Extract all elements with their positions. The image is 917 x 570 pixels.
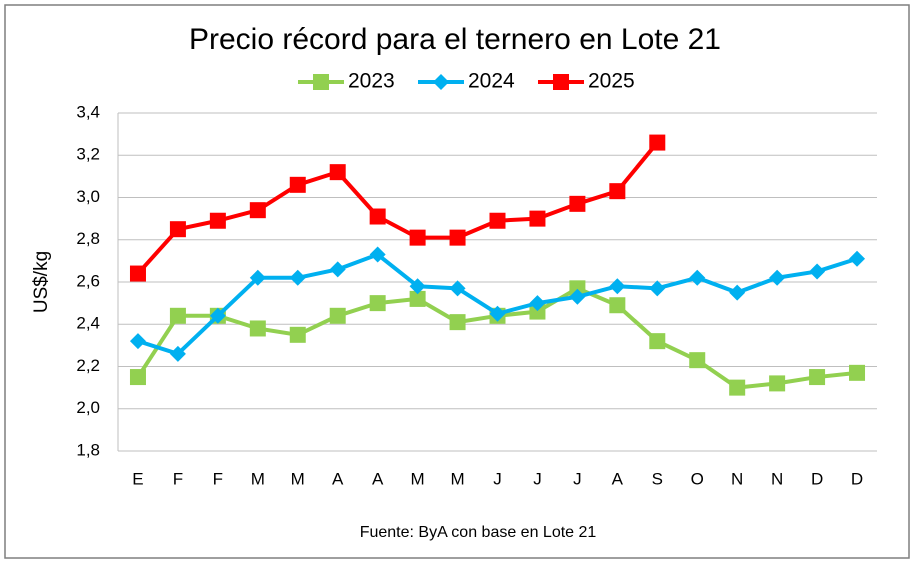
data-point xyxy=(609,278,626,295)
data-point xyxy=(129,265,146,282)
legend-marker xyxy=(313,74,329,90)
data-point xyxy=(249,320,266,337)
x-tick-label: M xyxy=(291,469,305,488)
data-point xyxy=(809,369,826,386)
x-tick-label: A xyxy=(372,469,384,488)
x-tick-label: A xyxy=(612,469,624,488)
data-point xyxy=(329,307,346,324)
source-note: Fuente: ByA con base en Lote 21 xyxy=(360,524,597,541)
data-point xyxy=(129,369,146,386)
data-point xyxy=(409,290,426,307)
data-point xyxy=(289,176,306,193)
x-tick-label: F xyxy=(213,469,223,488)
data-point xyxy=(329,261,346,278)
y-tick-label: 1,8 xyxy=(76,440,100,459)
x-tick-label: M xyxy=(251,469,265,488)
x-tick-label: F xyxy=(173,469,183,488)
x-tick-label: S xyxy=(652,469,663,488)
data-point xyxy=(649,333,666,350)
data-point xyxy=(729,284,746,301)
data-point xyxy=(569,280,586,297)
x-tick-label: D xyxy=(851,469,863,488)
x-tick-label: N xyxy=(771,469,783,488)
data-point xyxy=(849,250,866,267)
data-point xyxy=(209,212,226,229)
x-tick-label: E xyxy=(132,469,143,488)
y-tick-label: 3,2 xyxy=(76,145,100,164)
data-point xyxy=(369,246,386,263)
legend-label: 2025 xyxy=(588,70,635,93)
y-tick-label: 2,8 xyxy=(76,229,100,248)
data-point xyxy=(609,297,626,314)
data-point xyxy=(409,278,426,295)
data-point xyxy=(369,208,386,225)
data-point xyxy=(489,305,506,322)
data-point xyxy=(249,202,266,219)
data-point xyxy=(649,134,666,151)
x-tick-label: O xyxy=(691,469,704,488)
y-tick-label: 2,0 xyxy=(76,398,100,417)
x-tick-label: M xyxy=(450,469,464,488)
data-point xyxy=(609,183,626,200)
y-tick-label: 3,4 xyxy=(76,102,100,121)
legend-marker xyxy=(553,74,569,90)
data-point xyxy=(169,345,186,362)
data-point xyxy=(449,314,466,331)
x-tick-label: J xyxy=(573,469,582,488)
data-point xyxy=(529,210,546,227)
y-tick-label: 2,6 xyxy=(76,271,100,290)
data-point xyxy=(689,269,706,286)
data-point xyxy=(449,280,466,297)
data-point xyxy=(529,303,546,320)
legend-label: 2024 xyxy=(468,70,515,93)
data-point xyxy=(209,307,226,324)
data-point xyxy=(769,269,786,286)
x-tick-label: A xyxy=(332,469,344,488)
data-point xyxy=(289,326,306,343)
data-point xyxy=(849,364,866,381)
data-point xyxy=(689,352,706,369)
data-point xyxy=(169,221,186,238)
data-point xyxy=(489,212,506,229)
data-point xyxy=(369,295,386,312)
y-axis-label: US$/kg xyxy=(31,251,52,313)
data-point xyxy=(449,229,466,246)
data-point xyxy=(529,295,546,312)
chart-title: Precio récord para el ternero en Lote 21 xyxy=(189,23,721,56)
y-tick-label: 2,4 xyxy=(76,314,100,333)
x-tick-label: M xyxy=(411,469,425,488)
data-point xyxy=(289,269,306,286)
y-tick-label: 2,2 xyxy=(76,356,100,375)
data-point xyxy=(569,288,586,305)
data-point xyxy=(169,307,186,324)
legend-marker xyxy=(433,74,449,90)
x-tick-label: N xyxy=(731,469,743,488)
data-point xyxy=(329,164,346,181)
x-tick-label: D xyxy=(811,469,823,488)
data-point xyxy=(249,269,266,286)
legend-label: 2023 xyxy=(348,70,395,93)
y-tick-label: 3,0 xyxy=(76,187,100,206)
data-point xyxy=(569,195,586,212)
data-point xyxy=(769,375,786,392)
x-tick-label: J xyxy=(493,469,502,488)
x-tick-label: J xyxy=(533,469,542,488)
data-point xyxy=(649,280,666,297)
data-point xyxy=(129,333,146,350)
data-point xyxy=(729,379,746,396)
data-point xyxy=(409,229,426,246)
data-point xyxy=(809,263,826,280)
